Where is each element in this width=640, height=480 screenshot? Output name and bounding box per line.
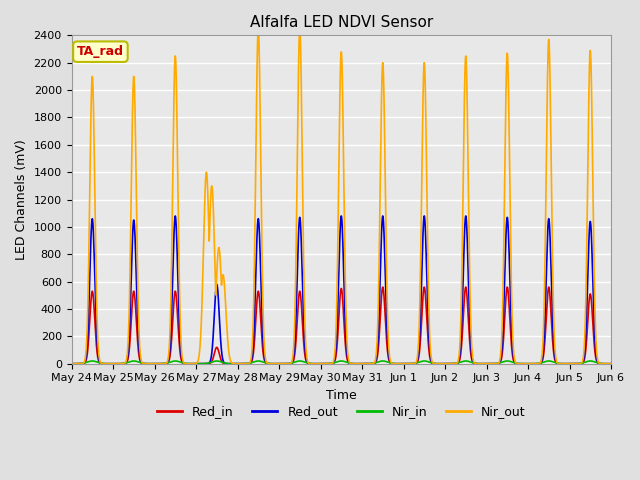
- Red_in: [607, 361, 615, 367]
- Title: Alfalfa LED NDVI Sensor: Alfalfa LED NDVI Sensor: [250, 15, 433, 30]
- Red_out: [298, 262, 306, 267]
- Red_in: [129, 291, 137, 297]
- Red_in: [597, 361, 605, 367]
- Nir_in: [161, 360, 169, 366]
- Nir_out: [298, 133, 306, 139]
- Red_in: [298, 312, 306, 317]
- Nir_out: [68, 361, 76, 367]
- Nir_out: [596, 361, 604, 367]
- Red_out: [539, 354, 547, 360]
- Nir_in: [539, 360, 547, 365]
- Line: Red_in: Red_in: [72, 287, 611, 364]
- Nir_in: [130, 358, 138, 364]
- Nir_in: [129, 358, 137, 364]
- Red_out: [597, 361, 605, 367]
- X-axis label: Time: Time: [326, 389, 356, 402]
- Nir_out: [539, 348, 547, 353]
- Red_in: [545, 284, 552, 290]
- Nir_in: [607, 361, 615, 367]
- Text: TA_rad: TA_rad: [77, 45, 124, 58]
- Nir_out: [275, 361, 282, 367]
- Y-axis label: LED Channels (mV): LED Channels (mV): [15, 139, 28, 260]
- Nir_out: [129, 85, 137, 91]
- Red_out: [234, 361, 241, 367]
- Red_in: [193, 361, 200, 367]
- Red_out: [68, 361, 76, 367]
- Red_out: [129, 223, 137, 229]
- Red_out: [275, 361, 282, 367]
- Red_in: [161, 361, 169, 367]
- Red_in: [539, 358, 547, 363]
- Red_out: [161, 361, 169, 367]
- Red_in: [275, 361, 282, 367]
- Nir_out: [161, 361, 169, 367]
- Red_out: [607, 361, 615, 367]
- Nir_out: [255, 25, 262, 31]
- Nir_out: [607, 361, 615, 367]
- Nir_in: [298, 359, 306, 364]
- Red_in: [68, 361, 76, 367]
- Nir_in: [596, 360, 604, 366]
- Red_out: [420, 213, 428, 219]
- Line: Nir_in: Nir_in: [72, 361, 611, 364]
- Line: Nir_out: Nir_out: [72, 28, 611, 364]
- Nir_in: [68, 361, 76, 367]
- Line: Red_out: Red_out: [72, 216, 611, 364]
- Nir_in: [275, 361, 282, 367]
- Legend: Red_in, Red_out, Nir_in, Nir_out: Red_in, Red_out, Nir_in, Nir_out: [152, 400, 531, 423]
